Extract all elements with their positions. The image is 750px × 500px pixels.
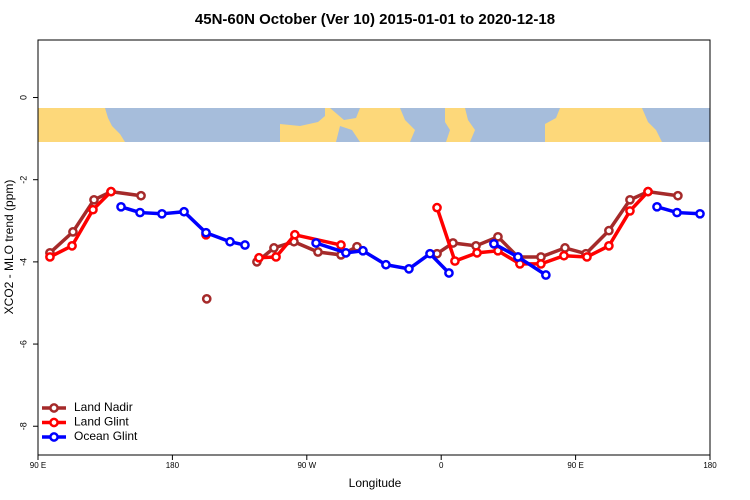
data-point	[559, 250, 569, 261]
data-point	[625, 194, 635, 205]
data-point	[489, 238, 499, 249]
data-point	[313, 247, 323, 257]
y-tick-label: -8	[18, 422, 28, 430]
data-point	[425, 248, 435, 259]
data-point	[269, 243, 279, 253]
data-point	[135, 207, 145, 218]
series-line	[49, 190, 113, 259]
data-point	[604, 225, 614, 236]
legend-marker	[49, 432, 59, 442]
data-point	[404, 264, 414, 274]
data-point	[432, 202, 442, 213]
map-ocean	[330, 108, 360, 142]
map-ocean	[400, 108, 450, 142]
data-point	[136, 190, 146, 201]
legend-label: Land Glint	[74, 415, 129, 429]
legend-marker	[49, 403, 59, 413]
y-tick-label: -2	[18, 176, 28, 184]
data-point	[341, 247, 351, 258]
data-point	[673, 190, 683, 201]
x-tick-label: 90 E	[567, 461, 583, 470]
data-point	[513, 252, 523, 262]
data-point	[695, 208, 705, 219]
plot-frame	[37, 39, 711, 456]
data-point	[89, 194, 99, 205]
data-point	[652, 201, 662, 212]
data-point	[68, 227, 78, 237]
data-point	[604, 241, 614, 251]
x-axis-label: Longitude	[349, 476, 402, 490]
x-tick-label: 180	[166, 461, 180, 470]
data-point	[643, 186, 653, 197]
y-tick-label: -4	[18, 258, 28, 266]
data-point	[336, 240, 346, 250]
legend-label: Land Nadir	[74, 400, 133, 414]
data-point	[290, 229, 300, 240]
data-point	[67, 241, 77, 251]
y-axis-label: XCO2 - MLO trend (ppm)	[2, 180, 16, 315]
data-point	[271, 252, 281, 262]
data-point	[106, 186, 116, 197]
data-point	[381, 259, 391, 270]
y-tick-label: 0	[18, 95, 28, 100]
data-point	[672, 207, 682, 218]
data-point	[625, 206, 635, 216]
data-point	[472, 247, 482, 258]
data-point	[116, 201, 126, 212]
legend-label: Ocean Glint	[74, 429, 138, 443]
data-point	[201, 294, 212, 304]
data-point	[541, 270, 551, 280]
chart-title: 45N-60N October (Ver 10) 2015-01-01 to 2…	[195, 11, 555, 28]
x-tick-label: 90 W	[297, 461, 316, 470]
data-point	[157, 208, 167, 219]
legend-marker	[49, 417, 59, 428]
x-tick-label: 0	[439, 461, 444, 470]
data-point	[311, 238, 321, 248]
data-point	[88, 204, 98, 215]
data-point	[201, 227, 211, 238]
data-point	[582, 252, 592, 262]
data-point	[444, 268, 454, 278]
data-point	[225, 236, 235, 247]
data-point	[450, 256, 460, 266]
data-point	[493, 231, 503, 242]
map-ocean	[105, 108, 325, 142]
map-band	[38, 108, 710, 142]
x-tick-label: 90 E	[30, 461, 46, 470]
data-point	[240, 240, 250, 250]
data-point	[536, 259, 546, 269]
data-point	[254, 252, 264, 263]
x-tick-label: 180	[703, 461, 717, 470]
map-ocean	[642, 108, 710, 142]
data-point	[179, 206, 189, 217]
data-point	[358, 245, 368, 256]
data-point	[560, 243, 570, 253]
data-point	[45, 252, 55, 262]
y-tick-label: -6	[18, 340, 28, 348]
map-ocean	[465, 108, 560, 142]
